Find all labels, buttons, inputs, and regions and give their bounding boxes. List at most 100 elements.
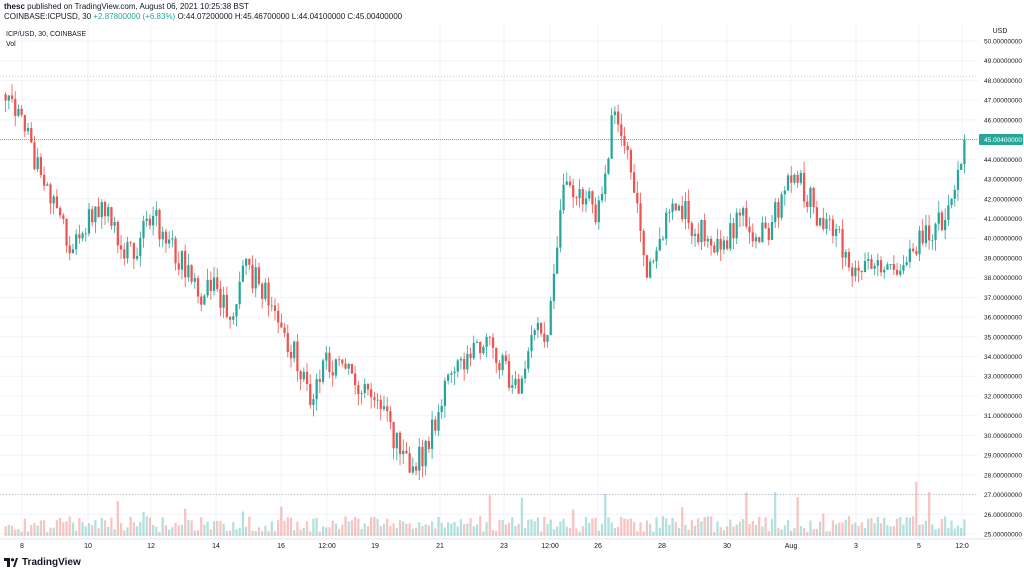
candle-body: [546, 335, 549, 342]
candle-body: [565, 181, 568, 185]
volume-bar: [148, 517, 152, 536]
candle-body: [357, 385, 360, 395]
candle-body: [828, 219, 831, 221]
volume-bar: [469, 518, 472, 536]
candle-body: [78, 234, 81, 239]
price-tick-label: 35.00000000: [984, 334, 1022, 341]
volume-bar: [947, 527, 950, 536]
candle-body: [879, 260, 883, 273]
volume-bar: [928, 492, 931, 536]
volume-bar: [568, 527, 572, 536]
volume-bar: [299, 529, 302, 536]
volume-bar: [658, 527, 661, 536]
volume-bar: [283, 520, 286, 536]
candle-body: [854, 267, 857, 277]
volume-bar: [793, 528, 796, 536]
volume-bar: [575, 528, 578, 536]
volume-bar: [818, 521, 822, 536]
candle-body: [479, 341, 482, 354]
volume-bar: [341, 524, 344, 536]
candle-body: [87, 209, 91, 234]
candle-body: [947, 205, 950, 220]
volume-bar: [312, 518, 315, 536]
volume-bar: [100, 517, 103, 536]
price-chart[interactable]: 8 10 12 14 16 12:00 19 21 23 12:00 26 28 30 Aug 3 5 12:0: [0, 24, 1024, 550]
candle-body: [196, 278, 200, 297]
volume-bar: [552, 529, 556, 536]
candle-body: [719, 239, 722, 250]
price-tick-label: 46.00000000: [984, 117, 1022, 124]
candle-body: [623, 136, 626, 146]
candle-body: [902, 265, 905, 271]
price-tick-label: 42.00000000: [984, 196, 1022, 203]
candle-body: [430, 419, 434, 449]
volume-bar: [697, 518, 700, 536]
candle-body: [950, 198, 953, 206]
volume-bar: [437, 516, 440, 536]
volume-bar: [495, 530, 498, 536]
candle-body: [674, 203, 677, 211]
candle-body: [14, 98, 17, 116]
volume-bar: [860, 522, 863, 536]
author-name[interactable]: thesc: [4, 2, 25, 11]
volume-bar: [693, 525, 697, 536]
volume-bar: [960, 527, 963, 536]
candle-body: [523, 368, 527, 379]
candle-body: [33, 142, 36, 170]
volume-bar: [363, 523, 366, 536]
brand-name[interactable]: TradingView: [22, 557, 81, 568]
volume-bar: [293, 530, 296, 536]
candle-body: [39, 157, 42, 175]
candle-body: [745, 208, 748, 227]
volume-bar: [911, 516, 915, 536]
volume-bar: [716, 521, 719, 536]
candle-body: [405, 450, 408, 454]
volume-bar: [91, 525, 94, 536]
time-tick-label: 21: [436, 543, 444, 550]
candle-body: [341, 359, 344, 364]
candle-body: [475, 341, 479, 343]
volume-bar: [103, 520, 107, 536]
candle-body: [302, 371, 305, 380]
candle-body: [511, 385, 514, 388]
volume-bar: [177, 525, 180, 536]
candle-body: [703, 220, 706, 242]
price-tick-label: 50.00000000: [984, 39, 1022, 46]
volume-bar: [780, 529, 783, 536]
volume-bar: [895, 518, 899, 536]
candle-body: [347, 364, 350, 369]
candle-body: [177, 263, 180, 270]
time-tick-label: 12:00: [541, 543, 559, 550]
volume-bar: [84, 526, 87, 536]
volume-bar: [594, 517, 597, 536]
volume-bar: [151, 525, 155, 536]
candle-body: [604, 173, 607, 194]
candle-body: [597, 200, 600, 223]
volume-bar: [30, 524, 33, 536]
volume-bar: [507, 522, 511, 536]
candle-body: [844, 252, 847, 258]
candle-body: [216, 277, 219, 290]
volume-bar: [78, 518, 81, 536]
volume-bar: [536, 517, 540, 536]
volume-bar: [876, 516, 879, 536]
time-tick-label: 12:00: [318, 543, 336, 550]
volume-bar: [591, 518, 594, 536]
volume-bar: [273, 531, 277, 536]
volume-bar: [953, 528, 956, 536]
price-axis[interactable]: USD 50.00000000 49.00000000 48.00000000 47.…: [978, 24, 1024, 550]
volume-bar: [607, 517, 610, 536]
volume-bar: [905, 517, 908, 536]
candle-body: [562, 184, 565, 211]
volume-bar: [825, 531, 828, 536]
volume-bar: [565, 526, 568, 536]
volume-bar: [155, 526, 158, 536]
volume-bar: [164, 525, 168, 536]
candle-body: [376, 399, 379, 401]
volume-bar: [742, 519, 745, 536]
candle-body: [738, 212, 742, 216]
volume-bar: [14, 530, 17, 536]
candle-body: [697, 233, 700, 243]
time-tick-label: 8: [20, 543, 24, 550]
volume-bar: [847, 516, 851, 536]
